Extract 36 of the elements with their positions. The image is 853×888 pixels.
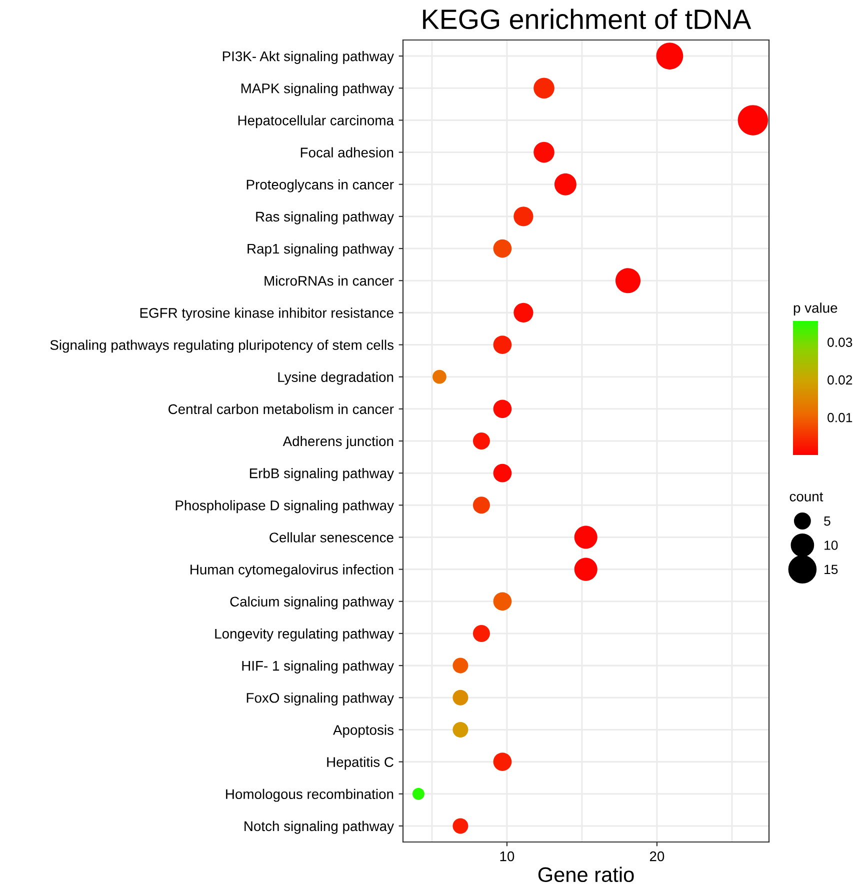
y-tick-label: Hepatocellular carcinoma	[238, 115, 394, 128]
color-bar-label: 0.02	[828, 375, 852, 385]
y-tick-label: Cellular senescence	[270, 532, 394, 542]
y-tick-label: Adherens junction	[282, 436, 394, 449]
y-tick-label: Proteoglycans in cancer	[246, 179, 394, 192]
legend-label: 10	[824, 540, 838, 550]
x-axis-title: Gene ratio	[538, 866, 634, 882]
y-tick-label: Lysine degradation	[278, 372, 394, 385]
y-tick-label: Central carbon metabolism in cancer	[168, 404, 394, 414]
color-bar-label: 0.01	[828, 412, 852, 422]
y-tick-label: Human cytomegalovirus infection	[190, 564, 394, 578]
legend-label: 5	[824, 516, 830, 526]
chart-title: KEGG enrichment of tDNA	[423, 8, 752, 30]
y-tick-label: Signaling pathways regulating pluripotency of stem cells	[50, 340, 394, 353]
y-tick-label: Focal adhesion	[300, 147, 394, 158]
y-tick-label: Phospholipase D signaling pathway	[176, 500, 394, 514]
x-tick-label: 20	[650, 851, 664, 862]
y-tick-label: FoxO signaling pathway	[246, 692, 394, 706]
y-tick-label: MAPK signaling pathway	[241, 83, 394, 96]
y-tick-label: Notch signaling pathway	[244, 820, 394, 834]
y-tick-label: Rap1 signaling pathway	[248, 243, 394, 256]
legend-title: count	[790, 492, 824, 502]
y-tick-label: Apoptosis	[333, 724, 394, 738]
y-tick-label: Longevity regulating pathway	[215, 628, 394, 642]
color-bar-label: 0.03	[828, 338, 852, 347]
legend-label: 15	[824, 564, 838, 574]
y-tick-label: EGFR tyrosine kinase inhibitor resistance	[140, 308, 394, 321]
y-tick-label: PI3K- Akt signaling pathway	[222, 51, 394, 64]
y-tick-label: Hepatitis C	[327, 756, 394, 770]
y-tick-label: Ras signaling pathway	[256, 211, 394, 224]
y-tick-label: Homologous recombination	[226, 788, 394, 802]
y-tick-label: HIF- 1 signaling pathway	[242, 660, 394, 674]
y-tick-label: Calcium signaling pathway	[230, 596, 394, 610]
color-bar-title: p value	[794, 302, 838, 316]
y-tick-label: ErbB signaling pathway	[250, 468, 394, 481]
y-tick-label: MicroRNAs in cancer	[264, 276, 394, 286]
